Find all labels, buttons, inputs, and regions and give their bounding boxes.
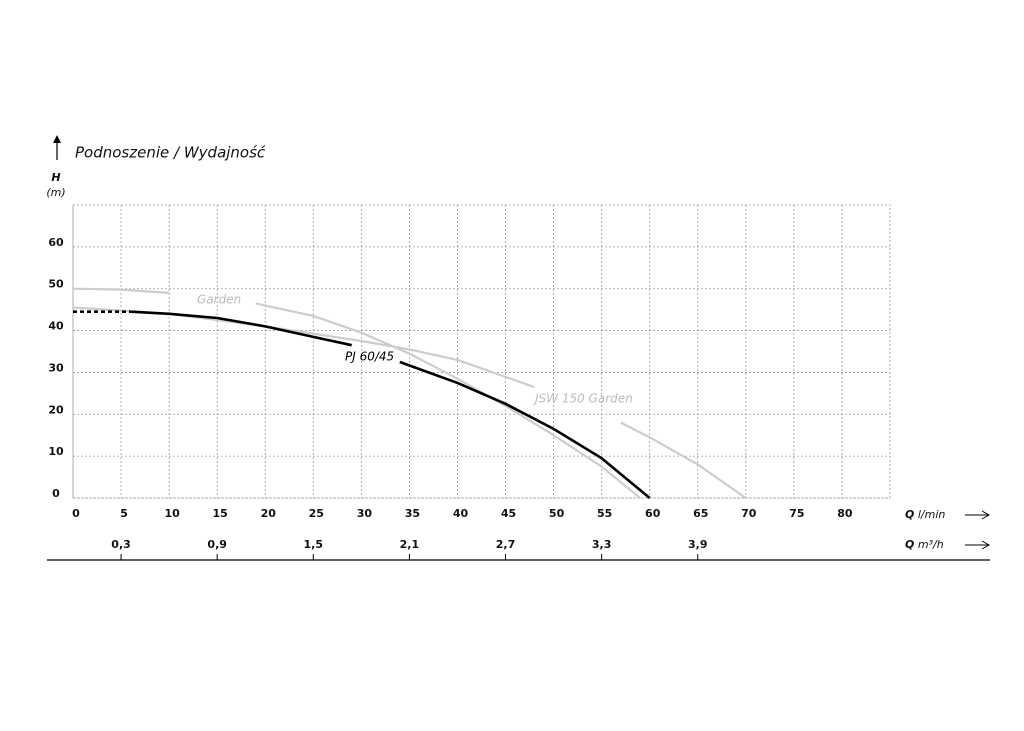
- y-tick-label: 20: [48, 403, 64, 416]
- x-tick-label: 55: [597, 507, 612, 520]
- curve-label: Garden: [197, 293, 241, 307]
- curve-label: JSW 150 Garden: [533, 392, 633, 406]
- curve: [72, 287, 641, 499]
- x2-tick-label: 3,3: [592, 538, 612, 551]
- x-tick-label: 70: [741, 507, 757, 520]
- y-tick-label: 40: [48, 320, 64, 333]
- chart-title: Podnoszenie / Wydajność: [75, 144, 266, 162]
- x2-unit: m³/h: [918, 538, 944, 551]
- plot-frame: [72, 204, 891, 499]
- y-tick-label: 0: [52, 487, 60, 500]
- x2-tick-label: 0,9: [207, 538, 227, 551]
- y-unit: (m): [46, 186, 65, 199]
- x-tick-label: 80: [837, 507, 853, 520]
- x2-tick-label: 2,7: [496, 538, 516, 551]
- x-tick-label: 35: [405, 507, 420, 520]
- x-unit: l/min: [918, 508, 946, 521]
- x-label: Q: [905, 508, 914, 521]
- y-tick-label: 60: [48, 236, 64, 249]
- x-tick-label: 10: [164, 507, 180, 520]
- x-tick-label: 0: [72, 507, 80, 520]
- x2-tick-label: 3,9: [688, 538, 708, 551]
- x-tick-label: 40: [453, 507, 469, 520]
- x-tick-label: 65: [693, 507, 708, 520]
- x-tick-label: 60: [645, 507, 661, 520]
- x2-tick-label: 1,5: [304, 538, 324, 551]
- y-tick-label: 30: [48, 361, 64, 374]
- x-tick-label: 25: [309, 507, 324, 520]
- y-tick-label: 50: [48, 278, 64, 291]
- x-tick-label: 45: [501, 507, 516, 520]
- x2-title: Q m³/h: [905, 538, 944, 551]
- x-tick-label: 5: [120, 507, 128, 520]
- y-tick-label: 10: [48, 445, 64, 458]
- x-tick-label: 50: [549, 507, 565, 520]
- y-label: H: [51, 171, 60, 184]
- x-tick-label: 15: [213, 507, 228, 520]
- curve-label: PJ 60/45: [345, 350, 394, 364]
- x-title: Q l/min: [905, 508, 945, 521]
- x2-tick-label: 0,3: [111, 538, 131, 551]
- x2-tick-label: 2,1: [400, 538, 420, 551]
- y-arrow-head: [53, 135, 61, 143]
- curve: [130, 310, 651, 500]
- x2-label: Q: [905, 538, 914, 551]
- x-tick-label: 30: [357, 507, 373, 520]
- x-tick-label: 20: [261, 507, 277, 520]
- x-tick-label: 75: [789, 507, 804, 520]
- x2-arrow: [965, 540, 991, 550]
- x-arrow: [965, 510, 991, 520]
